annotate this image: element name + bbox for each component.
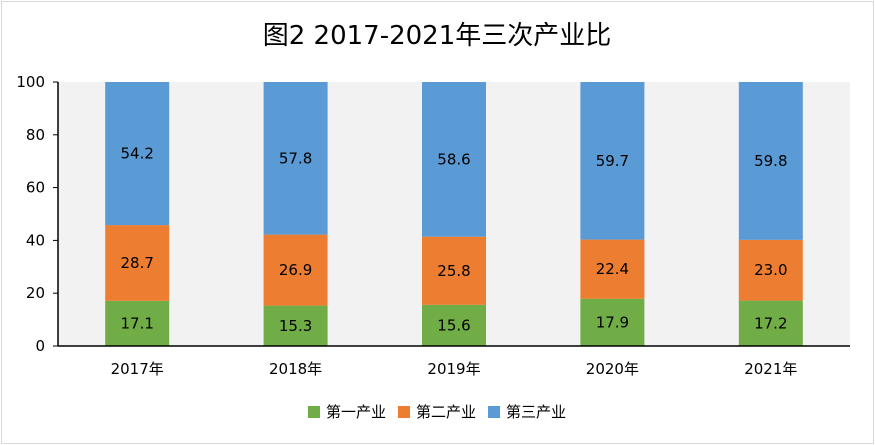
data-label: 59.7 bbox=[596, 152, 629, 170]
legend-swatch bbox=[398, 406, 410, 418]
bar-segment bbox=[738, 300, 803, 346]
bar-segment bbox=[105, 225, 170, 301]
data-label: 17.9 bbox=[596, 313, 629, 331]
bar-segment bbox=[422, 236, 486, 305]
chart-title: 图2 2017-2021年三次产业比 bbox=[263, 21, 612, 51]
data-label: 59.8 bbox=[754, 152, 787, 170]
bar-segment bbox=[422, 304, 486, 346]
y-tick-label: 80 bbox=[26, 126, 45, 144]
y-axis: 0 20 40 60 80 100 bbox=[16, 73, 59, 355]
y-tick-label: 100 bbox=[16, 73, 45, 91]
data-label: 26.9 bbox=[279, 261, 312, 279]
data-label: 57.8 bbox=[279, 149, 312, 167]
bar-segment bbox=[580, 298, 645, 346]
data-label: 54.2 bbox=[120, 145, 153, 163]
data-label: 15.3 bbox=[279, 317, 312, 335]
legend-label: 第一产业 bbox=[326, 403, 386, 421]
bar-segment bbox=[580, 239, 645, 299]
legend: 第一产业 第二产业 第三产业 bbox=[308, 403, 566, 421]
bar-segment bbox=[738, 82, 803, 240]
bar-segment bbox=[580, 82, 645, 240]
x-tick-label: 2018年 bbox=[269, 360, 322, 378]
data-label: 17.2 bbox=[754, 314, 787, 332]
legend-label: 第二产业 bbox=[416, 403, 476, 421]
data-label: 22.4 bbox=[596, 260, 629, 278]
bars-group bbox=[105, 82, 803, 346]
bar-segment bbox=[105, 300, 170, 346]
data-label: 25.8 bbox=[437, 262, 470, 280]
bar-segment bbox=[422, 82, 486, 237]
bar-segment bbox=[738, 239, 803, 301]
x-tick-label: 2019年 bbox=[427, 360, 480, 378]
bar-segment bbox=[263, 305, 328, 346]
data-label: 17.1 bbox=[120, 314, 153, 332]
data-label: 58.6 bbox=[437, 150, 470, 168]
data-labels-group: 17.1 28.7 54.2 15.3 26.9 57.8 15.6 25.8 58.6 17.9… bbox=[120, 145, 787, 335]
data-label: 15.6 bbox=[437, 316, 470, 334]
data-label: 28.7 bbox=[120, 254, 153, 272]
x-tick-label: 2021年 bbox=[744, 360, 797, 378]
x-tick-label: 2017年 bbox=[111, 360, 164, 378]
bar-segment bbox=[105, 82, 170, 226]
y-tick-label: 20 bbox=[26, 284, 45, 302]
x-tick-label: 2020年 bbox=[586, 360, 639, 378]
legend-label: 第三产业 bbox=[506, 403, 566, 421]
legend-swatch bbox=[308, 406, 320, 418]
y-tick-label: 0 bbox=[35, 337, 45, 355]
bar-segment bbox=[263, 234, 328, 306]
data-label: 23.0 bbox=[754, 261, 787, 279]
legend-swatch bbox=[488, 406, 500, 418]
bar-segment bbox=[263, 82, 328, 235]
y-tick-label: 40 bbox=[26, 231, 45, 249]
x-axis: 2017年 2018年 2019年 2020年 2021年 bbox=[58, 345, 850, 378]
y-tick-label: 60 bbox=[26, 179, 45, 197]
